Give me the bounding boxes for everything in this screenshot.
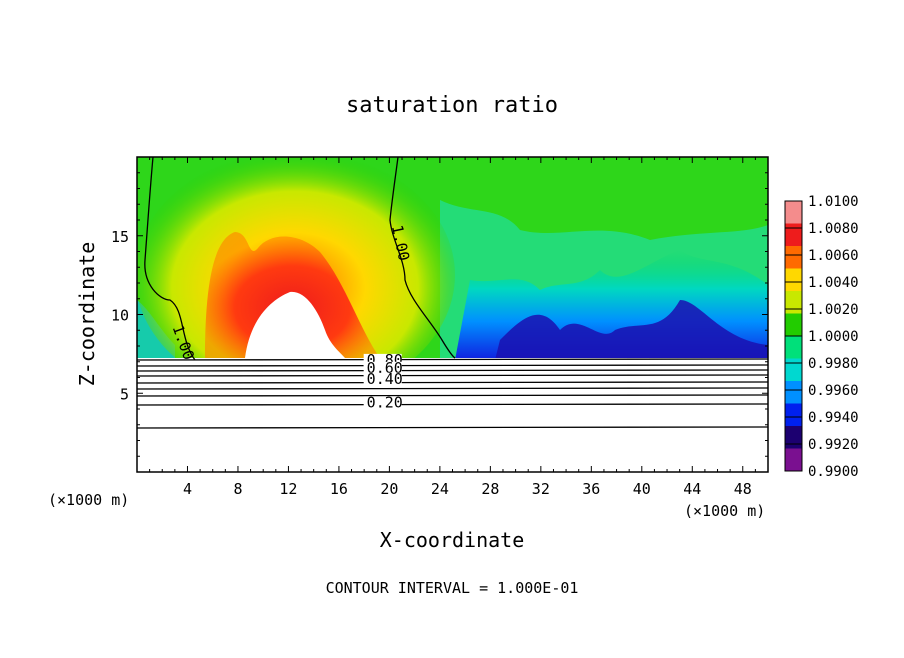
colorbar-swatch xyxy=(785,201,802,224)
x-tick-label: 44 xyxy=(683,480,701,498)
deep-blue-patches xyxy=(495,300,768,360)
colorbar-swatch xyxy=(785,403,802,427)
colorbar-swatch xyxy=(785,358,802,382)
colorbar-level-label: 0.9960 xyxy=(808,383,859,399)
x-tick-label: 12 xyxy=(279,480,297,498)
colorbar-level-label: 1.0040 xyxy=(808,275,859,291)
colorbar-level-label: 1.0000 xyxy=(808,329,859,345)
x-tick-label: 8 xyxy=(233,480,242,498)
lower-region xyxy=(137,358,768,472)
colorbar-level-label: 1.0060 xyxy=(808,248,859,264)
contour-0.10 xyxy=(137,426,768,429)
x-tick-label: 32 xyxy=(532,480,550,498)
chart-title: saturation ratio xyxy=(346,93,558,118)
colorbar-swatch xyxy=(785,268,802,292)
y-axis-ticks: 5 10 15 xyxy=(111,172,768,457)
y-tick-label: 5 xyxy=(120,385,129,403)
colorbar-swatch xyxy=(785,336,802,359)
contour-lines xyxy=(137,157,768,429)
contour-0.20 xyxy=(137,403,768,406)
colorbar-level-label: 1.0100 xyxy=(808,194,859,210)
colorbar-swatch xyxy=(785,291,802,314)
colorbar: 1.0100 1.0080 1.0060 1.0040 1.0020 1.0000 0.99… xyxy=(784,194,859,480)
plot-area xyxy=(137,157,768,472)
contour-label-background xyxy=(363,396,402,411)
contour-0.40 xyxy=(137,387,768,390)
x-tick-label: 24 xyxy=(431,480,449,498)
contour-label-background xyxy=(363,361,402,376)
contour-1.00-left xyxy=(144,157,196,361)
contour-0.30 xyxy=(137,394,768,397)
x-tick-label: 16 xyxy=(330,480,348,498)
contour-0.80 xyxy=(137,364,768,367)
x-tick-label: 28 xyxy=(481,480,499,498)
contour-label-background xyxy=(363,372,402,387)
contour-0.50 xyxy=(137,381,768,384)
colorbar-level-label: 0.9980 xyxy=(808,356,859,372)
colorbar-level-label: 1.0080 xyxy=(808,221,859,237)
contour-0.70 xyxy=(137,369,768,372)
contour-interval-footer: CONTOUR INTERVAL = 1.000E-01 xyxy=(326,579,579,597)
colorbar-swatch xyxy=(785,313,802,337)
x-unit-left: (×1000 m) xyxy=(48,491,129,509)
colorbar-swatch xyxy=(785,246,802,269)
supersaturation-hole xyxy=(245,291,345,358)
x-tick-label: 48 xyxy=(734,480,752,498)
contour-label: 0.40 xyxy=(367,370,403,388)
colorbar-level-label: 0.9900 xyxy=(808,464,859,480)
y-tick-label: 10 xyxy=(111,307,129,325)
y-axis-label: Z-coordinate xyxy=(75,242,99,387)
x-axis-label: X-coordinate xyxy=(380,528,525,552)
x-unit-right: (×1000 m) xyxy=(684,502,765,520)
x-axis-ticks: 4 8 12 16 20 24 28 32 36 40 44 48 xyxy=(149,157,756,498)
x-tick-label: 36 xyxy=(582,480,600,498)
y-tick-label: 15 xyxy=(111,228,129,246)
contour-1.00-right xyxy=(389,157,456,359)
colorbar-level-label: 0.9940 xyxy=(808,410,859,426)
contour-0.90 xyxy=(137,358,768,361)
colorbar-level-label: 0.9920 xyxy=(808,437,859,453)
colorbar-swatch xyxy=(785,381,802,404)
x-tick-label: 20 xyxy=(380,480,398,498)
colorbar-level-label: 1.0020 xyxy=(808,302,859,318)
contour-0.60 xyxy=(137,374,768,377)
contour-label: 0.20 xyxy=(367,393,403,411)
colorbar-swatch xyxy=(785,426,802,449)
colorbar-swatch xyxy=(785,448,802,472)
colorbar-swatch xyxy=(785,223,802,247)
x-tick-label: 40 xyxy=(633,480,651,498)
x-tick-label: 4 xyxy=(183,480,192,498)
contour-label: 0.60 xyxy=(367,359,403,377)
